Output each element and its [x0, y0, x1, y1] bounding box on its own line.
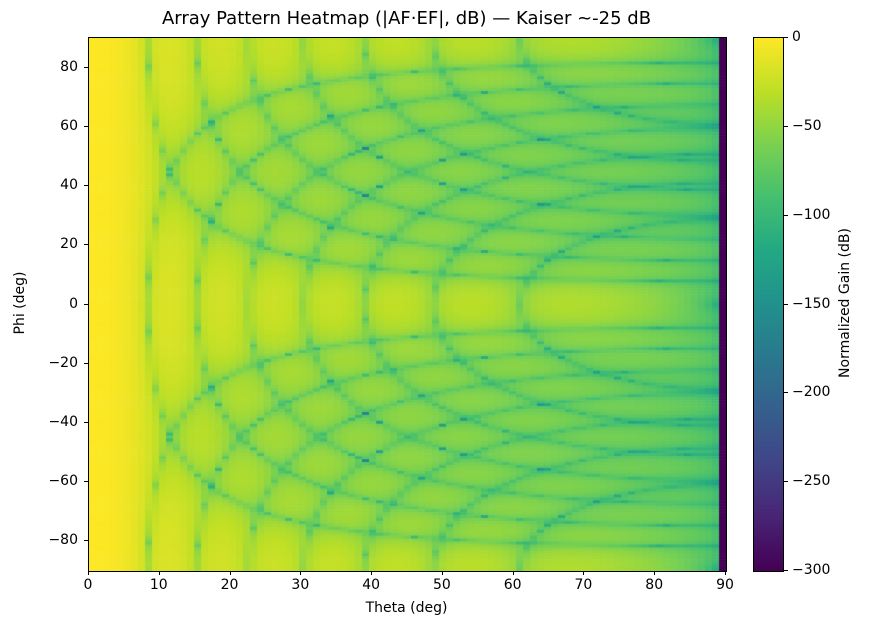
x-tick-label: 10 — [149, 577, 168, 593]
colorbar-tick-mark — [784, 392, 788, 394]
y-tick-mark — [84, 362, 88, 364]
x-tick-mark — [725, 571, 726, 575]
y-tick-mark — [84, 303, 88, 305]
colorbar-tick-label: −100 — [792, 206, 831, 223]
y-tick-label: −80 — [48, 532, 78, 549]
colorbar-tick-mark — [784, 303, 788, 305]
y-tick-mark — [84, 125, 88, 127]
y-tick-label: −40 — [48, 413, 78, 430]
y-tick-label: −60 — [48, 473, 78, 490]
colorbar-tick-label: 0 — [792, 29, 801, 45]
colorbar-label: Normalized Gain (dB) — [837, 228, 853, 378]
colorbar-tick-label: −250 — [792, 473, 831, 490]
y-tick-label: 40 — [60, 177, 78, 194]
x-tick-label: 80 — [645, 577, 664, 593]
y-tick-mark — [84, 66, 88, 68]
x-tick-label: 50 — [432, 577, 451, 593]
colorbar-tick-label: −200 — [792, 384, 831, 401]
x-tick-label: 90 — [716, 577, 734, 593]
y-axis-label: Phi (deg) — [12, 271, 28, 335]
x-tick-label: 40 — [362, 577, 381, 593]
y-tick-mark — [84, 540, 88, 542]
x-tick-label: 60 — [503, 577, 522, 593]
colorbar-tick-label: −300 — [792, 562, 831, 578]
heatmap-canvas — [88, 37, 727, 572]
x-axis-label: Theta (deg) — [365, 600, 448, 616]
x-tick-mark — [300, 571, 302, 575]
colorbar-tick-label: −150 — [792, 295, 831, 312]
x-tick-mark — [441, 571, 443, 575]
y-tick-label: 60 — [60, 117, 78, 134]
x-tick-mark — [654, 571, 656, 575]
colorbar-tick-label: −50 — [792, 117, 822, 134]
y-tick-label: −20 — [48, 354, 78, 371]
x-tick-mark — [158, 571, 160, 575]
y-tick-mark — [84, 421, 88, 423]
colorbar-tick-mark — [784, 37, 788, 38]
x-tick-mark — [583, 571, 585, 575]
colorbar-tick-mark — [784, 125, 788, 127]
y-tick-mark — [84, 244, 88, 246]
colorbar-tick-mark — [784, 214, 788, 216]
x-tick-mark — [512, 571, 514, 575]
y-tick-label: 20 — [60, 236, 78, 253]
y-tick-label: 0 — [69, 295, 78, 312]
x-tick-mark — [371, 571, 373, 575]
x-tick-mark — [229, 571, 231, 575]
x-tick-mark — [88, 571, 89, 575]
x-tick-label: 70 — [574, 577, 593, 593]
x-tick-label: 20 — [220, 577, 239, 593]
colorbar-tick-mark — [784, 481, 788, 483]
y-tick-mark — [84, 481, 88, 483]
chart-title: Array Pattern Heatmap (|AF·EF|, dB) — Ka… — [161, 8, 652, 29]
x-tick-label: 0 — [83, 577, 93, 593]
y-tick-mark — [84, 185, 88, 187]
colorbar-tick-mark — [784, 570, 788, 571]
x-tick-label: 30 — [291, 577, 310, 593]
colorbar-gradient — [753, 37, 784, 572]
y-tick-label: 80 — [60, 58, 78, 75]
